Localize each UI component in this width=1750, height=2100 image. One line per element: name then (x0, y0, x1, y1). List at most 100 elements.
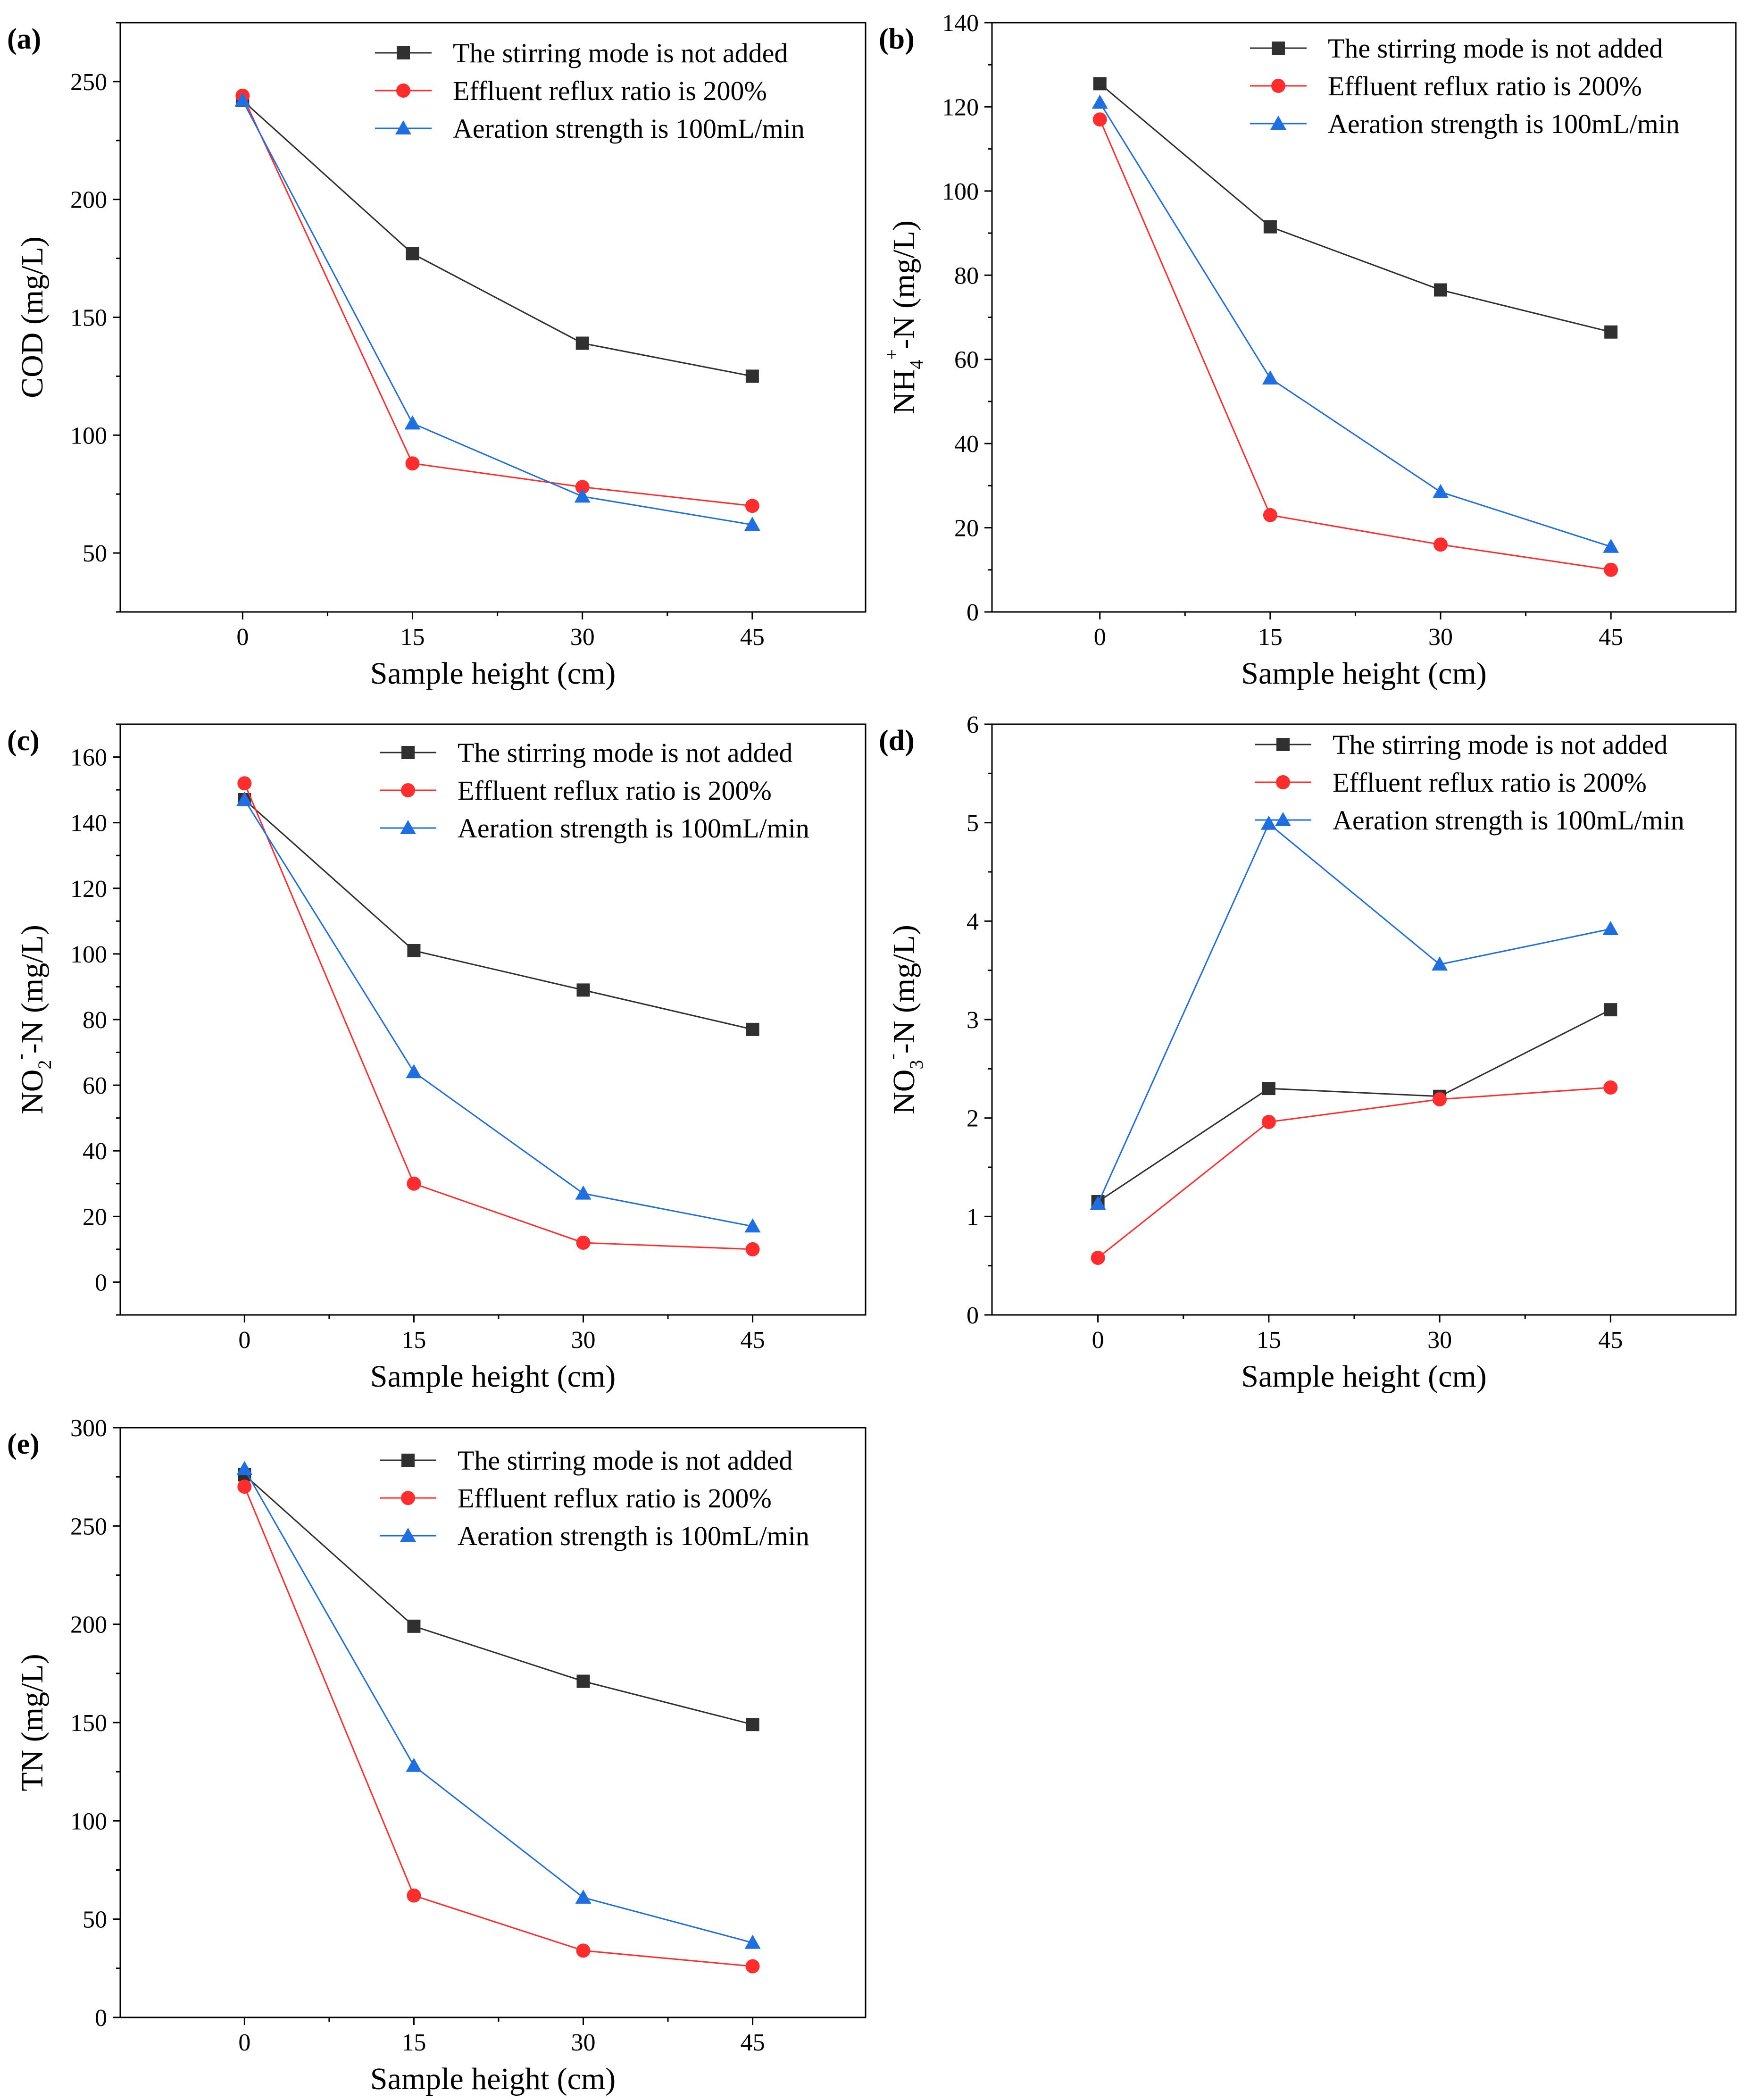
data-point-series-3 (575, 1185, 592, 1200)
panel-letter: (b) (879, 23, 915, 55)
data-point-series-1 (746, 1022, 759, 1036)
x-tick-label: 45 (1598, 1327, 1623, 1354)
x-tick-label: 45 (741, 2029, 765, 2056)
series-line-3 (244, 799, 753, 1227)
y-tick-label: 20 (954, 515, 979, 542)
data-point-series-2 (745, 1242, 760, 1256)
legend-marker (396, 84, 410, 98)
data-point-series-1 (576, 983, 590, 997)
data-point-series-3 (1260, 815, 1277, 830)
legend-marker (1276, 775, 1290, 789)
series-line-1 (244, 799, 753, 1030)
data-point-series-1 (1093, 77, 1107, 91)
x-axis-title: Sample height (cm) (1241, 1359, 1487, 1394)
series-line-2 (1097, 1087, 1611, 1259)
legend-marker (395, 120, 411, 134)
data-point-series-3 (406, 1064, 422, 1079)
data-point-series-3 (1602, 921, 1619, 936)
data-point-series-2 (1092, 112, 1107, 127)
data-point-series-1 (745, 369, 759, 383)
y-tick-label: 2 (967, 1105, 979, 1132)
legend-marker (401, 1454, 415, 1467)
legend-label: Effluent reflux ratio is 200% (1333, 767, 1647, 798)
legend-marker (401, 783, 415, 797)
legend-marker (1271, 79, 1285, 93)
legend-marker (401, 1491, 415, 1505)
legend-label: Effluent reflux ratio is 200% (453, 75, 767, 106)
data-point-series-3 (404, 415, 421, 430)
legend-marker (1276, 738, 1290, 751)
panel-letter: (e) (7, 1428, 40, 1460)
legend-label: The stirring mode is not added (1333, 729, 1667, 760)
y-tick-label: 200 (70, 1612, 107, 1639)
y-tick-label: 40 (83, 1138, 107, 1165)
data-point-series-1 (576, 1674, 590, 1688)
y-tick-label: 140 (942, 10, 979, 37)
data-point-series-3 (406, 1757, 422, 1772)
y-tick-label: 60 (83, 1072, 107, 1099)
legend-marker (401, 746, 415, 759)
data-point-series-3 (1432, 956, 1448, 971)
data-point-series-2 (1261, 1115, 1276, 1129)
data-point-series-3 (575, 1889, 592, 1904)
data-point-series-3 (236, 791, 253, 806)
y-tick-label: 100 (70, 1808, 107, 1835)
x-tick-label: 45 (1599, 624, 1623, 651)
x-axis-title: Sample height (cm) (370, 2062, 616, 2096)
data-point-series-2 (1433, 537, 1448, 552)
y-tick-label: 0 (967, 599, 979, 626)
data-point-series-1 (1434, 283, 1448, 297)
y-tick-label: 50 (83, 1907, 107, 1933)
y-tick-label: 250 (70, 69, 107, 96)
data-point-series-2 (745, 499, 759, 513)
data-point-series-2 (1433, 1092, 1447, 1107)
x-tick-label: 0 (1094, 624, 1106, 651)
series-line-1 (1097, 1009, 1611, 1203)
y-tick-label: 100 (942, 178, 979, 205)
data-point-series-2 (1603, 1080, 1618, 1095)
data-point-series-2 (1091, 1250, 1105, 1265)
data-point-series-2 (407, 1888, 421, 1903)
data-point-series-2 (576, 1235, 591, 1250)
x-tick-label: 0 (238, 1327, 250, 1354)
legend-label: The stirring mode is not added (458, 737, 792, 768)
y-tick-label: 100 (70, 422, 107, 449)
x-tick-label: 0 (236, 624, 249, 651)
legend-label: Aeration strength is 100mL/min (1328, 109, 1680, 139)
y-axis-title: COD (mg/L) (15, 236, 50, 398)
y-tick-label: 0 (95, 1269, 107, 1296)
data-point-series-3 (1090, 1196, 1106, 1210)
data-point-series-3 (1262, 370, 1278, 385)
series-line-2 (243, 783, 753, 1250)
x-tick-label: 15 (1258, 624, 1283, 651)
x-tick-label: 15 (1257, 1327, 1281, 1354)
legend-marker (400, 1528, 416, 1542)
data-point-series-3 (574, 488, 591, 503)
data-point-series-1 (407, 1619, 421, 1633)
y-tick-label: 250 (70, 1513, 107, 1540)
legend-label: Aeration strength is 100mL/min (458, 1521, 809, 1551)
series-line-2 (242, 95, 753, 507)
y-tick-label: 0 (967, 1302, 979, 1329)
chart-panel-3: 0 20 40 60 80 100 120 140 160 0 15 30 45 Sample heigh… (7, 723, 867, 1394)
legend-marker (1270, 116, 1286, 130)
y-tick-label: 40 (954, 431, 979, 458)
x-tick-label: 45 (740, 624, 765, 651)
x-tick-label: 30 (571, 1327, 596, 1354)
y-axis-title: NO2--N (mg/L) (9, 925, 55, 1114)
legend-marker (400, 820, 416, 834)
x-tick-label: 15 (401, 2029, 426, 2056)
series-line-3 (1097, 822, 1611, 1204)
chart-panel-5: 0 50 100 150 200 250 300 0 15 30 45 Sample height (… (7, 1415, 867, 2096)
chart-panel-2: 0 20 40 60 80 100 120 140 0 15 30 45 Sample height (… (879, 10, 1737, 691)
data-point-series-2 (237, 776, 252, 791)
y-tick-label: 60 (954, 347, 979, 374)
y-tick-label: 80 (954, 262, 979, 289)
data-point-series-3 (1603, 538, 1619, 553)
data-point-series-3 (1433, 484, 1449, 498)
y-axis-title: TN (mg/L) (15, 1654, 50, 1791)
legend-label: The stirring mode is not added (458, 1445, 792, 1476)
y-axis-title: NH4+-N (mg/L) (881, 220, 927, 414)
data-point-series-2 (1604, 562, 1618, 577)
